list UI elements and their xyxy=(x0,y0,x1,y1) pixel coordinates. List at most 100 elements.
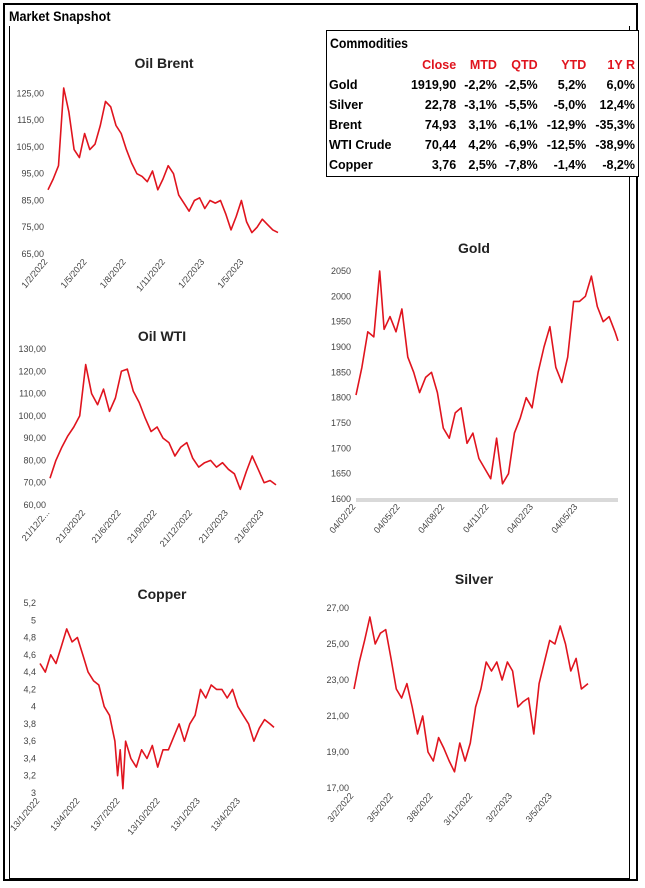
commodities-title: Commodities xyxy=(330,35,409,51)
chart-title: Silver xyxy=(455,571,494,587)
x-tick-label: 21/12/2... xyxy=(20,508,52,543)
series-line xyxy=(39,628,275,790)
y-tick-label: 100,00 xyxy=(18,411,46,421)
y-tick-label: 4 xyxy=(31,702,36,712)
y-tick-label: 5,2 xyxy=(23,598,36,608)
outer-frame xyxy=(3,3,638,881)
chart-svg: Silver27,0025,0023,0021,0019,0017,003/2/… xyxy=(325,571,589,828)
chart-oil-brent: Oil Brent 125,00 115,00 105,00 95,00 85,00 75,… xyxy=(12,50,312,320)
chart-title: Copper xyxy=(138,586,188,602)
x-tick-label: 3/8/2022 xyxy=(405,791,435,824)
x-tick-label: 21/6/2023 xyxy=(232,508,265,545)
header-ytd: YTD xyxy=(561,58,587,72)
chart-svg: Copper5,254,84,64,44,243,83,63,43,2313/1… xyxy=(8,586,275,837)
y-tick-label: 80,00 xyxy=(23,455,46,465)
header-qtd: QTD xyxy=(511,58,538,72)
table-row: Gold 1919,90 -2,2% -2,5% 5,2% 6,0% xyxy=(327,75,638,95)
commodities-table: Commodities Close MTD QTD YTD 1Y R Gold … xyxy=(326,30,639,177)
page-title: Market Snapshot xyxy=(9,8,111,24)
x-tick-label: 1/2/2023 xyxy=(176,257,206,290)
chart-title: Oil Brent xyxy=(134,55,193,71)
chart-silver: Silver 27,00 25,00 23,00 21,00 19,00 17,00 3/2/… xyxy=(318,568,630,838)
y-tick-label: 1900 xyxy=(331,342,351,352)
y-tick-label: 5 xyxy=(31,615,36,625)
cell-ytd: 5,2% xyxy=(557,78,587,92)
y-tick-label: 1850 xyxy=(331,367,351,377)
chart-svg: Gold 2050 2000 1950 1900 1850 1800 1750 1700 1650… xyxy=(327,240,619,535)
y-tick-label: 120,00 xyxy=(18,366,46,376)
cell-1y: -38,9% xyxy=(595,138,635,152)
y-tick-label: 3,6 xyxy=(23,736,36,746)
cell-ytd: -12,5% xyxy=(546,138,587,152)
cell-close: 22,78 xyxy=(424,98,457,112)
chart-title: Oil WTI xyxy=(138,328,186,344)
x-tick-label: 04/05/22 xyxy=(372,502,402,535)
cell-close: 70,44 xyxy=(424,138,457,152)
y-tick-label: 95,00 xyxy=(21,169,44,179)
cell-mtd: 4,2% xyxy=(468,138,497,152)
cell-ytd: -1,4% xyxy=(553,158,587,172)
y-tick-label: 115,00 xyxy=(17,115,44,125)
y-tick-label: 19,00 xyxy=(326,747,349,757)
cell-1y: 6,0% xyxy=(606,78,636,92)
cell-qtd: -6,1% xyxy=(504,118,538,132)
y-tick-label: 3,2 xyxy=(23,771,36,781)
y-tick-label: 4,6 xyxy=(23,650,36,660)
y-tick-label: 130,00 xyxy=(18,344,46,354)
cell-qtd: -6,9% xyxy=(504,138,538,152)
y-tick-label: 4,8 xyxy=(23,633,36,643)
inner-frame xyxy=(9,26,630,879)
x-tick-label: 3/5/2022 xyxy=(365,791,395,824)
x-tick-label: 13/1/2022 xyxy=(8,796,41,833)
y-tick-label: 75,00 xyxy=(21,222,44,232)
cell-qtd: -7,8% xyxy=(504,158,538,172)
x-tick-label: 04/08/22 xyxy=(416,502,446,535)
series-line xyxy=(49,363,277,491)
row-name: Gold xyxy=(329,78,358,92)
y-tick-label: 3,4 xyxy=(23,753,36,763)
series-line xyxy=(355,270,619,485)
cell-close: 3,76 xyxy=(431,158,457,172)
y-tick-label: 23,00 xyxy=(326,675,349,685)
table-row: Brent 74,93 3,1% -6,1% -12,9% -35,3% xyxy=(327,115,638,135)
y-tick-label: 1650 xyxy=(331,469,351,479)
y-tick-label: 65,00 xyxy=(21,249,44,259)
chart-oil-wti: Oil WTI 130,00 120,00 110,00 100,00 90,00 80,0… xyxy=(12,325,312,575)
x-tick-label: 3/5/2023 xyxy=(524,791,554,824)
x-tick-label: 1/5/2023 xyxy=(215,257,245,290)
y-tick-label: 90,00 xyxy=(23,433,46,443)
cell-close: 1919,90 xyxy=(410,78,457,92)
y-tick-label: 70,00 xyxy=(23,478,46,488)
y-tick-label: 3 xyxy=(31,788,36,798)
x-tick-label: 21/3/2023 xyxy=(197,508,230,545)
y-tick-label: 1800 xyxy=(331,393,351,403)
x-tick-label: 04/02/22 xyxy=(327,502,357,535)
y-tick-label: 4,2 xyxy=(23,684,36,694)
x-tick-label: 04/02/23 xyxy=(505,502,535,535)
y-tick-label: 4,4 xyxy=(23,667,36,677)
y-tick-label: 110,00 xyxy=(19,389,46,399)
y-tick-label: 60,00 xyxy=(23,500,46,510)
y-tick-label: 1700 xyxy=(331,443,351,453)
row-name: Brent xyxy=(329,118,362,132)
table-row: Silver 22,78 -3,1% -5,5% -5,0% 12,4% xyxy=(327,95,638,115)
y-tick-label: 1950 xyxy=(331,317,351,327)
y-tick-label: 125,00 xyxy=(16,88,44,98)
cell-ytd: -12,9% xyxy=(546,118,587,132)
x-tick-label: 1/8/2022 xyxy=(98,257,128,290)
chart-svg: Oil Brent 125,00 115,00 105,00 95,00 85,00 75,… xyxy=(16,55,279,294)
y-tick-label: 1750 xyxy=(331,418,351,428)
x-tick-label: 1/11/2022 xyxy=(134,257,167,294)
cell-ytd: -5,0% xyxy=(553,98,587,112)
x-tick-label: 3/11/2022 xyxy=(442,791,475,828)
x-tick-label: 1/2/2022 xyxy=(19,257,49,290)
cell-mtd: -2,2% xyxy=(464,78,497,92)
y-tick-label: 105,00 xyxy=(16,142,44,152)
x-tick-label: 13/1/2023 xyxy=(169,796,202,833)
x-tick-label: 21/9/2022 xyxy=(125,508,158,545)
cell-qtd: -2,5% xyxy=(504,78,538,92)
row-name: Silver xyxy=(329,98,364,112)
cell-mtd: 2,5% xyxy=(468,158,497,172)
y-tick-label: 3,8 xyxy=(23,719,36,729)
cell-1y: 12,4% xyxy=(599,98,635,112)
